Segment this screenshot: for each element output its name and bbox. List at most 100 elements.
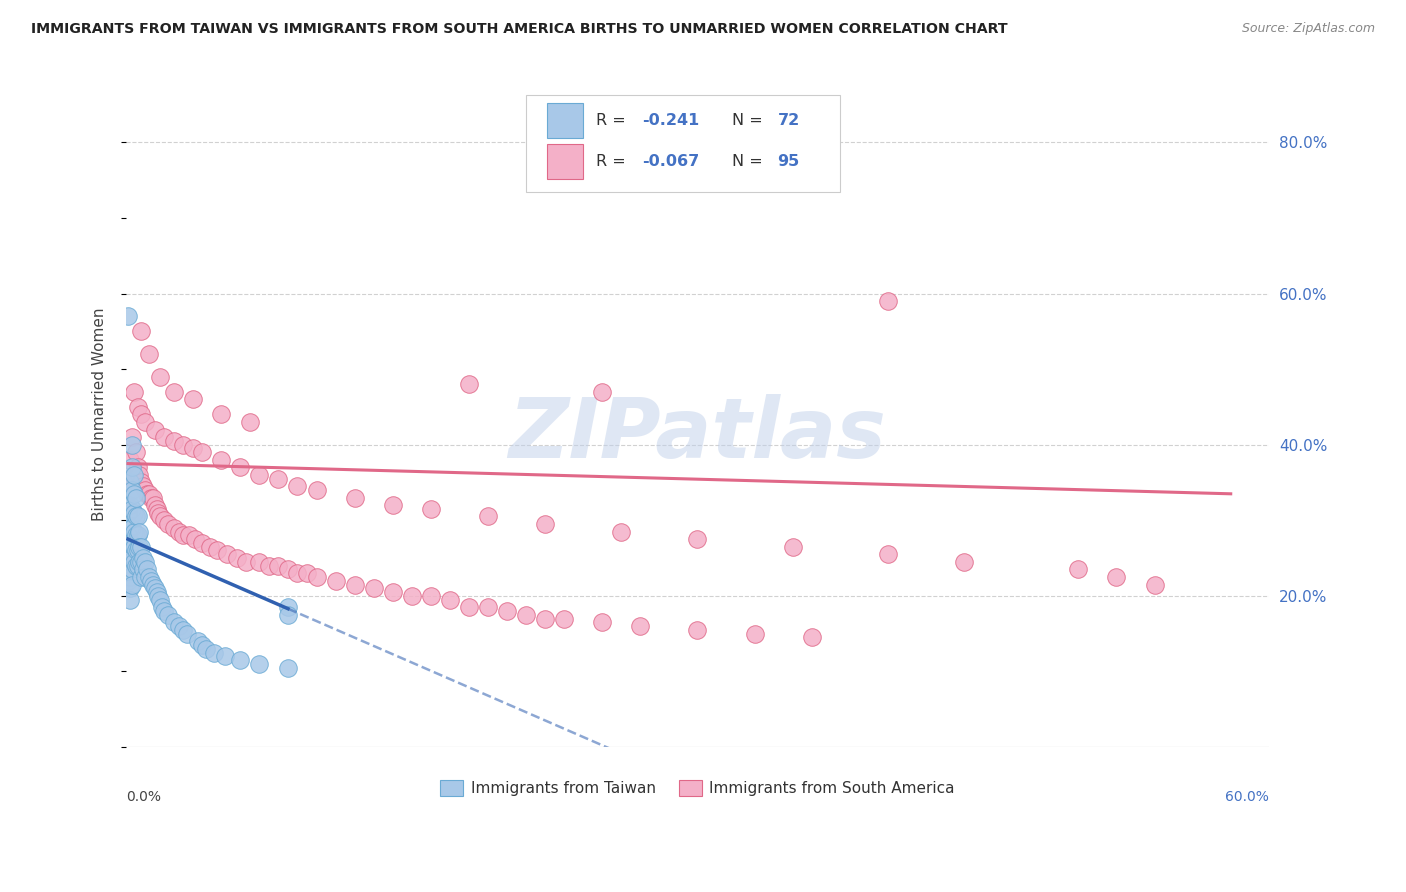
- Point: [191, 445, 214, 459]
- Point: [139, 574, 162, 588]
- Point: [195, 641, 218, 656]
- Point: [277, 607, 299, 622]
- Point: [163, 384, 186, 399]
- Point: [305, 570, 328, 584]
- Point: [287, 479, 309, 493]
- Y-axis label: Births to Unmarried Women: Births to Unmarried Women: [93, 308, 107, 521]
- Point: [136, 487, 159, 501]
- Point: [118, 555, 141, 569]
- Point: [1067, 562, 1090, 576]
- Point: [122, 524, 145, 539]
- Point: [134, 415, 156, 429]
- Point: [247, 467, 270, 482]
- Text: R =: R =: [596, 113, 631, 128]
- Point: [439, 592, 461, 607]
- Point: [124, 445, 146, 459]
- Point: [181, 442, 204, 456]
- Point: [343, 577, 366, 591]
- Point: [686, 532, 709, 546]
- Point: [287, 566, 309, 581]
- Point: [124, 558, 146, 573]
- Point: [419, 589, 441, 603]
- Point: [121, 521, 143, 535]
- Point: [257, 558, 280, 573]
- Point: [118, 521, 141, 535]
- Point: [191, 638, 214, 652]
- Point: [121, 430, 143, 444]
- Point: [628, 619, 651, 633]
- Point: [744, 626, 766, 640]
- Point: [131, 324, 153, 338]
- Point: [134, 483, 156, 497]
- Point: [145, 585, 167, 599]
- Point: [134, 570, 156, 584]
- Text: 72: 72: [778, 113, 800, 128]
- Point: [172, 438, 194, 452]
- Point: [118, 536, 141, 550]
- Point: [127, 460, 149, 475]
- Point: [457, 600, 479, 615]
- Point: [419, 502, 441, 516]
- Point: [127, 509, 149, 524]
- Point: [209, 452, 232, 467]
- Point: [127, 528, 149, 542]
- Point: [235, 555, 257, 569]
- Point: [381, 498, 404, 512]
- Point: [121, 562, 143, 576]
- FancyBboxPatch shape: [547, 103, 583, 137]
- Text: IMMIGRANTS FROM TAIWAN VS IMMIGRANTS FROM SOUTH AMERICA BIRTHS TO UNMARRIED WOME: IMMIGRANTS FROM TAIWAN VS IMMIGRANTS FRO…: [31, 22, 1008, 37]
- Point: [122, 555, 145, 569]
- Point: [117, 528, 139, 542]
- Point: [148, 589, 170, 603]
- Point: [118, 570, 141, 584]
- Point: [131, 475, 153, 490]
- Text: ZIPatlas: ZIPatlas: [509, 394, 886, 475]
- Point: [136, 562, 159, 576]
- Point: [183, 532, 205, 546]
- Point: [225, 551, 247, 566]
- Point: [153, 604, 176, 618]
- Point: [214, 649, 236, 664]
- Point: [121, 502, 143, 516]
- Point: [143, 498, 166, 512]
- Point: [610, 524, 633, 539]
- Point: [149, 592, 172, 607]
- Point: [122, 487, 145, 501]
- Point: [239, 415, 262, 429]
- Point: [122, 506, 145, 520]
- Point: [117, 475, 139, 490]
- Point: [229, 460, 252, 475]
- Point: [149, 369, 172, 384]
- Point: [515, 607, 537, 622]
- Point: [800, 631, 823, 645]
- Point: [169, 524, 191, 539]
- Text: Source: ZipAtlas.com: Source: ZipAtlas.com: [1241, 22, 1375, 36]
- Point: [127, 558, 149, 573]
- Point: [117, 506, 139, 520]
- Point: [122, 467, 145, 482]
- Point: [127, 543, 149, 558]
- Point: [363, 582, 385, 596]
- Point: [247, 555, 270, 569]
- Point: [156, 516, 179, 531]
- Point: [128, 540, 150, 554]
- Point: [209, 408, 232, 422]
- Point: [343, 491, 366, 505]
- Point: [153, 513, 176, 527]
- Point: [143, 582, 166, 596]
- Point: [118, 452, 141, 467]
- Point: [138, 570, 160, 584]
- Point: [591, 384, 613, 399]
- Text: 95: 95: [778, 154, 800, 169]
- Text: R =: R =: [596, 154, 631, 169]
- Point: [117, 551, 139, 566]
- Point: [229, 653, 252, 667]
- Point: [267, 472, 290, 486]
- Text: 60.0%: 60.0%: [1225, 790, 1268, 805]
- Text: N =: N =: [731, 154, 768, 169]
- Point: [156, 607, 179, 622]
- Point: [128, 467, 150, 482]
- Point: [121, 483, 143, 497]
- Point: [117, 574, 139, 588]
- Point: [305, 483, 328, 497]
